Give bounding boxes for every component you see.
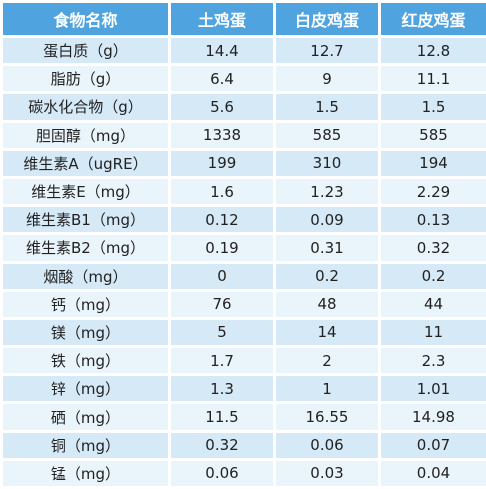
value-cell: 14.98 bbox=[381, 404, 486, 430]
table-row: 铁（mg） 1.7 2 2.3 bbox=[3, 348, 486, 374]
value-cell: 76 bbox=[171, 291, 273, 317]
value-cell: 12.7 bbox=[276, 38, 378, 64]
row-label: 维生素B1（mg） bbox=[3, 207, 168, 233]
table-row: 烟酸（mg） 0 0.2 0.2 bbox=[3, 263, 486, 289]
value-cell: 14.4 bbox=[171, 38, 273, 64]
row-label: 脂肪（g） bbox=[3, 66, 168, 92]
table-row: 维生素B1（mg） 0.12 0.09 0.13 bbox=[3, 207, 486, 233]
value-cell: 1338 bbox=[171, 122, 273, 148]
table-row: 维生素E（mg） 1.6 1.23 2.29 bbox=[3, 178, 486, 205]
row-label: 维生素E（mg） bbox=[3, 178, 168, 205]
row-label: 铜（mg） bbox=[3, 432, 168, 458]
value-cell: 1.3 bbox=[171, 376, 273, 402]
table-row: 脂肪（g） 6.4 9 11.1 bbox=[3, 66, 486, 92]
table-row: 维生素B2（mg） 0.19 0.31 0.32 bbox=[3, 235, 486, 261]
value-cell: 199 bbox=[171, 150, 273, 176]
value-cell: 0.06 bbox=[171, 460, 273, 486]
value-cell: 6.4 bbox=[171, 66, 273, 92]
table-row: 胆固醇（mg） 1338 585 585 bbox=[3, 122, 486, 148]
table-row: 镁（mg） 5 14 11 bbox=[3, 319, 486, 346]
value-cell: 1.7 bbox=[171, 348, 273, 374]
header-cell: 红皮鸡蛋 bbox=[381, 3, 486, 35]
header-cell: 食物名称 bbox=[3, 3, 168, 35]
value-cell: 0.09 bbox=[276, 207, 378, 233]
value-cell: 310 bbox=[276, 150, 378, 176]
row-label: 钙（mg） bbox=[3, 291, 168, 317]
row-label: 铁（mg） bbox=[3, 348, 168, 374]
value-cell: 194 bbox=[381, 150, 486, 176]
value-cell: 0.07 bbox=[381, 432, 486, 458]
row-label: 烟酸（mg） bbox=[3, 263, 168, 289]
value-cell: 0.03 bbox=[276, 460, 378, 486]
value-cell: 16.55 bbox=[276, 404, 378, 430]
value-cell: 1.5 bbox=[381, 94, 486, 120]
value-cell: 11.1 bbox=[381, 66, 486, 92]
table-row: 铜（mg） 0.32 0.06 0.07 bbox=[3, 432, 486, 458]
value-cell: 0.32 bbox=[171, 432, 273, 458]
value-cell: 14 bbox=[276, 319, 378, 346]
value-cell: 1.23 bbox=[276, 178, 378, 205]
value-cell: 1.01 bbox=[381, 376, 486, 402]
value-cell: 1 bbox=[276, 376, 378, 402]
row-label: 硒（mg） bbox=[3, 404, 168, 430]
value-cell: 11 bbox=[381, 319, 486, 346]
value-cell: 0.2 bbox=[276, 263, 378, 289]
table-row: 维生素A（ugRE） 199 310 194 bbox=[3, 150, 486, 176]
row-label: 锌（mg） bbox=[3, 376, 168, 402]
row-label: 碳水化合物（g） bbox=[3, 94, 168, 120]
value-cell: 0.19 bbox=[171, 235, 273, 261]
row-label: 维生素B2（mg） bbox=[3, 235, 168, 261]
row-label: 维生素A（ugRE） bbox=[3, 150, 168, 176]
value-cell: 9 bbox=[276, 66, 378, 92]
value-cell: 0.06 bbox=[276, 432, 378, 458]
header-cell: 土鸡蛋 bbox=[171, 3, 273, 35]
row-label: 胆固醇（mg） bbox=[3, 122, 168, 148]
row-label: 锰（mg） bbox=[3, 460, 168, 486]
table-row: 钙（mg） 76 48 44 bbox=[3, 291, 486, 317]
value-cell: 0.2 bbox=[381, 263, 486, 289]
value-cell: 1.5 bbox=[276, 94, 378, 120]
table-row: 硒（mg） 11.5 16.55 14.98 bbox=[3, 404, 486, 430]
value-cell: 0.12 bbox=[171, 207, 273, 233]
value-cell: 0 bbox=[171, 263, 273, 289]
table-row: 锌（mg） 1.3 1 1.01 bbox=[3, 376, 486, 402]
value-cell: 44 bbox=[381, 291, 486, 317]
value-cell: 1.6 bbox=[171, 178, 273, 205]
value-cell: 2.3 bbox=[381, 348, 486, 374]
value-cell: 0.32 bbox=[381, 235, 486, 261]
value-cell: 2.29 bbox=[381, 178, 486, 205]
table-row: 蛋白质（g） 14.4 12.7 12.8 bbox=[3, 38, 486, 64]
value-cell: 585 bbox=[381, 122, 486, 148]
value-cell: 11.5 bbox=[171, 404, 273, 430]
header-row: 食物名称 土鸡蛋 白皮鸡蛋 红皮鸡蛋 bbox=[3, 3, 486, 35]
value-cell: 2 bbox=[276, 348, 378, 374]
header-cell: 白皮鸡蛋 bbox=[276, 3, 378, 35]
value-cell: 585 bbox=[276, 122, 378, 148]
value-cell: 48 bbox=[276, 291, 378, 317]
value-cell: 0.13 bbox=[381, 207, 486, 233]
value-cell: 5.6 bbox=[171, 94, 273, 120]
row-label: 镁（mg） bbox=[3, 319, 168, 346]
table-row: 锰（mg） 0.06 0.03 0.04 bbox=[3, 460, 486, 486]
table-row: 碳水化合物（g） 5.6 1.5 1.5 bbox=[3, 94, 486, 120]
value-cell: 12.8 bbox=[381, 38, 486, 64]
value-cell: 5 bbox=[171, 319, 273, 346]
row-label: 蛋白质（g） bbox=[3, 38, 168, 64]
value-cell: 0.04 bbox=[381, 460, 486, 486]
value-cell: 0.31 bbox=[276, 235, 378, 261]
